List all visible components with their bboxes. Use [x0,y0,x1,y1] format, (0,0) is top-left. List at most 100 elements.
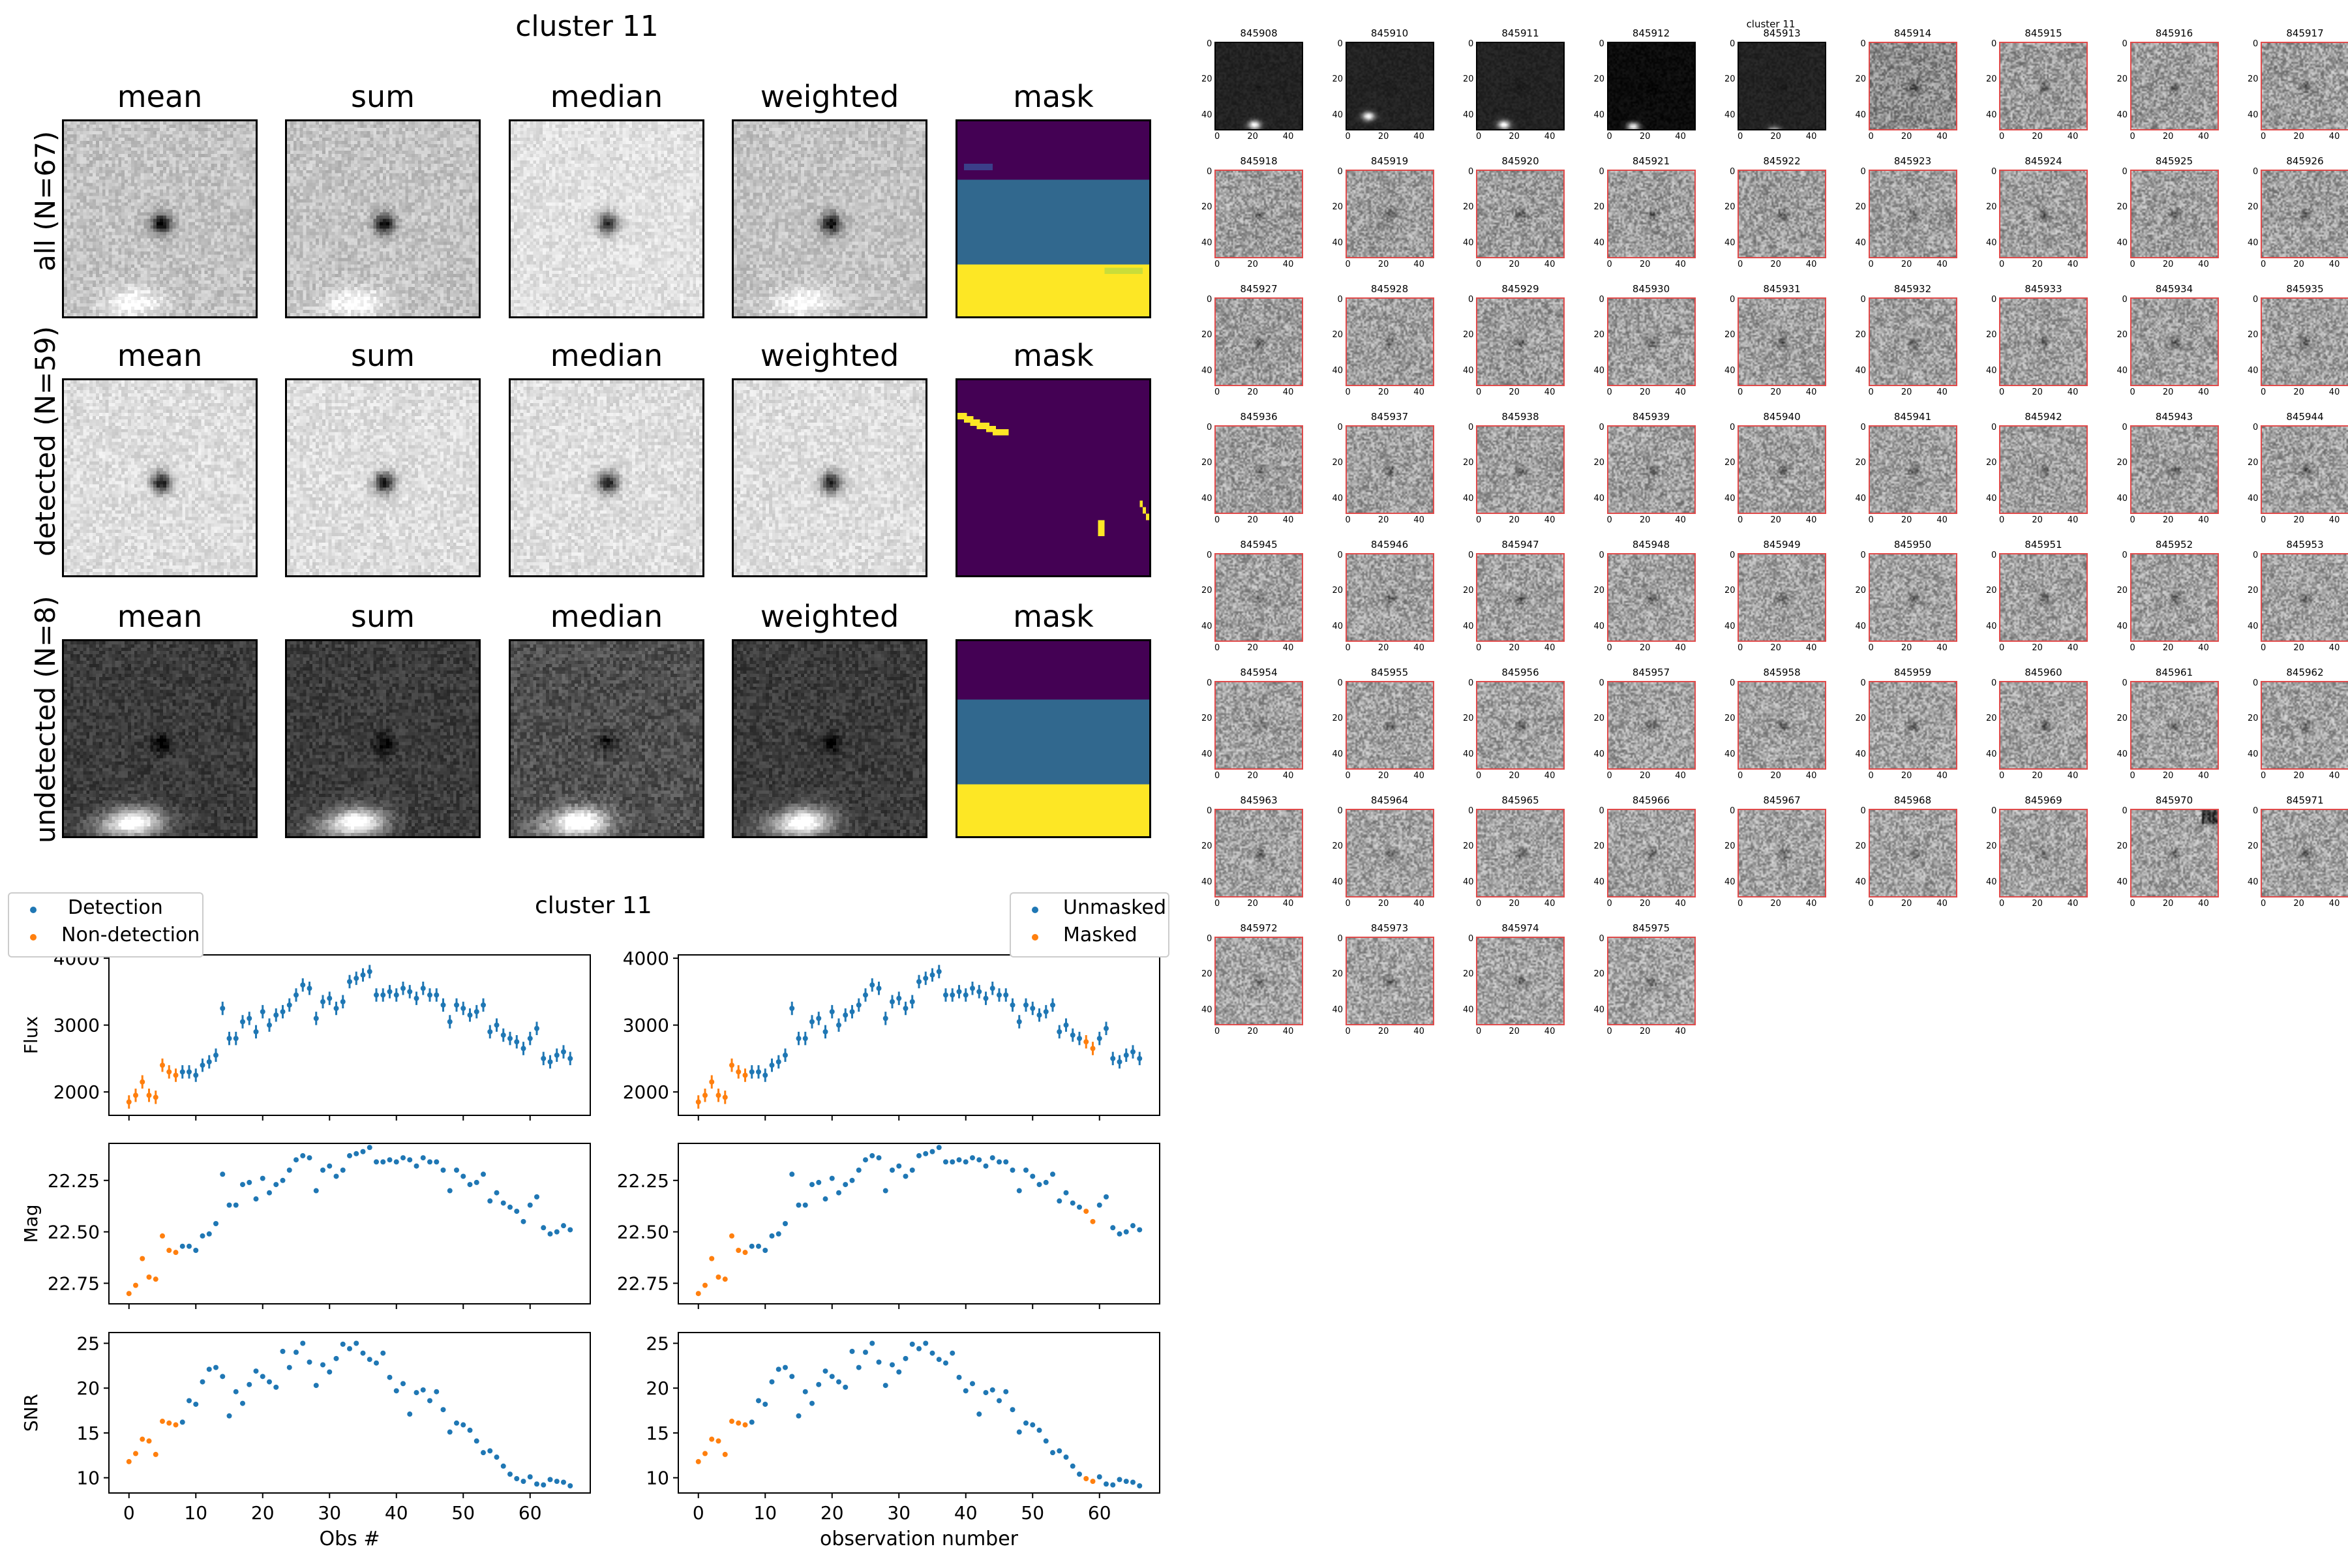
data-point [997,1398,1002,1404]
thumbnail-image [1214,297,1303,386]
data-point [729,1233,734,1239]
legend: Unmasked Masked [1010,892,1169,957]
data-point [1110,1482,1116,1488]
thumbnail-y-tick: 40 [1986,237,1997,248]
thumbnail-y-tick: 0 [1207,550,1212,560]
data-point [527,1202,533,1208]
data-point [333,1173,339,1179]
thumbnail-y-tick: 20 [1724,74,1736,85]
data-point [267,1022,272,1028]
thumbnail-x-tick: 20 [2032,899,2043,909]
thumbnail-id: 845963 [1240,794,1278,806]
data-point [253,1368,259,1374]
thumbnail-y-tick: 40 [1593,621,1605,631]
data-point [387,1157,393,1163]
data-point [756,1398,761,1404]
data-point [527,1036,533,1042]
data-point [561,1479,566,1485]
data-point [816,1016,822,1021]
data-point [173,1072,179,1078]
thumbnail-x-tick: 40 [1936,515,1948,525]
thumbnail-x-tick: 40 [1282,387,1294,397]
thumbnail-y-tick: 20 [2248,330,2259,340]
thumbnail-id: 845969 [2024,794,2062,806]
data-point [454,1168,459,1173]
thumbnail-x-tick: 0 [1999,771,2005,781]
data-point [146,1438,152,1444]
thumbnail-x-tick: 40 [1805,132,1817,142]
thumbnail-x-tick: 20 [1377,132,1389,142]
thumbnail-image [2261,553,2348,642]
data-point [220,1374,226,1380]
data-point [856,1364,862,1370]
stamp-column-title: weighted [760,79,899,114]
data-point [929,1350,935,1356]
thumbnail-x-tick: 20 [1377,899,1389,909]
data-point [380,1350,386,1356]
thumbnail-y-tick: 20 [1724,586,1736,596]
thumbnail-y-tick: 0 [2253,167,2259,177]
data-point [963,992,969,998]
thumbnail-y-tick: 0 [1599,806,1604,816]
data-point [166,1248,172,1253]
data-point [896,995,902,1001]
data-point [467,1427,473,1433]
thumbnail-x-tick: 0 [2130,771,2135,781]
data-point [233,1202,239,1208]
data-point [333,1355,339,1361]
thumbnail-x-tick: 0 [1214,899,1220,909]
thumbnail-id: 845967 [1763,794,1801,806]
data-point [1043,1438,1049,1444]
thumbnail-y-tick: 20 [1463,330,1474,340]
thumbnail-x-tick: 40 [1936,643,1948,653]
thumbnail-y-tick: 40 [1724,877,1736,887]
thumbnail-image [2261,425,2348,514]
thumbnail-y-tick: 0 [1991,550,1997,560]
stamp-image-sum [285,378,481,577]
thumbnail-y-tick: 40 [2116,877,2128,887]
data-point [796,1036,802,1042]
legend-marker [30,907,37,913]
thumbnail-y-tick: 40 [1855,621,1867,631]
x-axis-label: Obs # [320,1528,380,1550]
thumbnail-x-tick: 0 [1868,132,1874,142]
thumbnail-x-tick: 0 [1999,387,2005,397]
data-point [1117,1231,1122,1237]
thumbnail-y-tick: 0 [1207,806,1212,816]
thumbnail-x-tick: 0 [1606,515,1612,525]
thumbnail-image [1868,809,1957,897]
data-point [769,1379,775,1385]
data-point [783,1364,788,1370]
data-point [997,992,1002,998]
thumbnail-y-tick: 40 [1463,621,1474,631]
thumbnail-y-tick: 0 [2253,550,2259,560]
data-point [829,1009,835,1015]
thumbnail-image [1999,809,2088,897]
thumbnail-y-tick: 0 [1337,423,1343,432]
data-point [695,1291,701,1297]
data-point [213,1221,218,1226]
thumbnail-y-tick: 40 [1724,493,1736,504]
data-point [327,1163,333,1169]
thumbnail-y-tick: 0 [2253,806,2259,816]
data-point [849,1009,855,1015]
thumbnail-x-tick: 40 [1413,260,1424,269]
thumbnail-image [1476,425,1565,514]
data-point [729,1063,734,1068]
data-point [1090,1479,1096,1485]
data-point [783,1221,788,1226]
data-point [187,1069,192,1075]
data-point [327,995,333,1001]
data-point [1043,1179,1049,1185]
thumbnail-y-tick: 0 [1337,550,1343,560]
thumbnail-x-tick: 0 [1999,260,2005,269]
axes-frame [108,954,591,1116]
thumbnail-x-tick: 0 [2261,132,2266,142]
data-point [816,1179,822,1185]
data-point [882,1188,888,1194]
thumbnail-x-tick: 40 [2328,132,2340,142]
thumbnail-x-tick: 20 [1770,387,1781,397]
data-point [286,1168,292,1173]
data-point [414,1163,419,1169]
data-point [1070,1200,1076,1206]
